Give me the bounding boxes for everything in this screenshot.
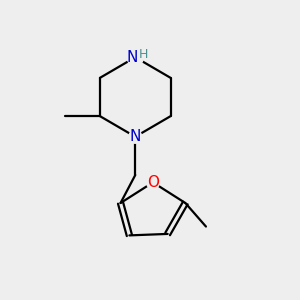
Text: N: N (130, 129, 141, 144)
Circle shape (127, 49, 143, 65)
Circle shape (146, 176, 159, 189)
Circle shape (129, 130, 142, 143)
Text: H: H (139, 48, 148, 61)
Text: N: N (126, 50, 137, 65)
Text: O: O (147, 175, 159, 190)
